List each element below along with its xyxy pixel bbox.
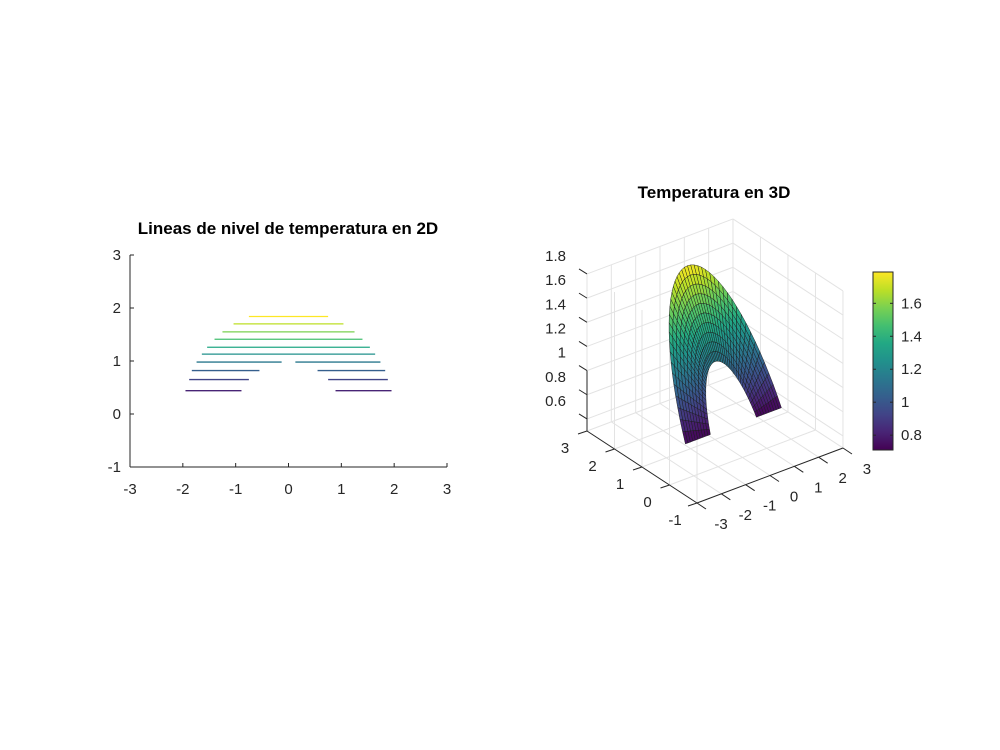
grid-line	[732, 291, 844, 364]
contour-lines	[185, 315, 392, 392]
colorbar-tick-label: 1	[901, 394, 909, 411]
grid-line	[586, 242, 734, 299]
surface-patch	[774, 395, 782, 409]
grid-line	[641, 411, 789, 468]
grid-line	[586, 363, 734, 420]
z-tick-mark	[578, 341, 588, 347]
grid-line	[732, 242, 844, 316]
z-tick-label: 1.8	[545, 248, 566, 265]
z-tick-label: 1	[558, 345, 566, 362]
y-tick-label: 3	[113, 247, 121, 264]
x-tick-label: -1	[229, 481, 242, 498]
y-tick-label: 2	[113, 300, 121, 317]
x-tick-mark-3d	[818, 456, 828, 464]
y-tick-mark-3d	[577, 430, 588, 435]
y-tick-label: 1	[113, 353, 121, 370]
contour-plot-title: Lineas de nivel de temperatura en 2D	[138, 219, 438, 238]
colorbar-gradient	[872, 271, 894, 451]
y-tick-mark-3d	[687, 502, 698, 507]
z-tick-label: 0.6	[545, 393, 566, 410]
surface-plot-title: Temperatura en 3D	[638, 183, 791, 202]
colorbar-tick-label: 1.2	[901, 361, 922, 378]
z-tick-label: 1.2	[545, 320, 566, 337]
contour-axes	[129, 255, 447, 468]
surface-plot-3d: Temperatura en 3D 0.6 0.8 1 1.2 1.4 1.6 1.8 -1 0…	[545, 183, 871, 533]
x-tick-label: 1	[337, 481, 345, 498]
z-tick-label: 0.8	[545, 369, 566, 386]
grid-line	[586, 218, 734, 275]
x-tick-label-3d: -3	[714, 516, 727, 533]
colorbar-tick-label: 1.6	[901, 295, 922, 312]
x-tick-label: 3	[443, 481, 451, 498]
colorbar-tick-label: 1.4	[901, 328, 922, 345]
x-tick-label-3d: -2	[739, 507, 752, 524]
z-tick-label: 1.6	[545, 272, 566, 289]
grid-line	[732, 218, 844, 292]
colorbar-ticks: 0.8 1 1.2 1.4 1.6	[873, 295, 922, 444]
x-tick-label-3d: 3	[863, 461, 871, 478]
surface-patch	[706, 429, 711, 436]
z-tick-mark	[578, 413, 588, 420]
surface-mesh	[668, 264, 782, 445]
grid-line	[732, 266, 844, 340]
grid-line	[732, 315, 844, 388]
y-tick-label: -1	[108, 459, 121, 476]
surface-axes	[586, 370, 844, 504]
z-tick-mark	[578, 316, 588, 323]
y-tick-mark-3d	[632, 466, 643, 471]
grid-line	[669, 429, 816, 486]
x-tick-mark-3d	[696, 502, 707, 510]
colorbar: 0.8 1 1.2 1.4 1.6	[872, 271, 922, 451]
y-tick-mark-3d	[660, 484, 670, 489]
x-tick-label-3d: -1	[763, 498, 776, 515]
contour-x-ticks: -3 -2 -1 0 1 2 3	[123, 463, 451, 498]
x-tick-mark-3d	[842, 447, 853, 455]
y-tick-label-3d: 0	[643, 494, 651, 511]
x-tick-mark-3d	[769, 475, 780, 482]
x-tick-label: -2	[176, 481, 189, 498]
y-tick-label-3d: 2	[588, 458, 596, 475]
x-tick-label: 2	[390, 481, 398, 498]
y-tick-label-3d: 1	[616, 476, 624, 493]
z-tick-mark	[578, 365, 588, 372]
x-tick-label-3d: 1	[814, 479, 822, 496]
y-tick-label-3d: 3	[561, 440, 569, 457]
contour-y-ticks: -1 0 1 2 3	[108, 247, 134, 476]
x-tick-label: 0	[284, 481, 292, 498]
y-tick-label-3d: -1	[668, 512, 681, 529]
z-tick-label: 1.4	[545, 296, 566, 313]
x-tick-label-3d: 2	[838, 470, 846, 487]
z-tick-mark	[578, 268, 588, 275]
x-tick-label-3d: 0	[790, 488, 798, 505]
x-tick-label: -3	[123, 481, 136, 498]
z-tick-mark	[578, 292, 588, 299]
x-tick-mark-3d	[721, 493, 731, 501]
y-tick-mark-3d	[605, 448, 615, 453]
x-tick-mark-3d	[794, 465, 804, 473]
contour-plot-2d: Lineas de nivel de temperatura en 2D -3-…	[108, 219, 452, 498]
x-tick-mark-3d	[745, 484, 755, 492]
y-tick-label: 0	[113, 406, 121, 423]
z-tick-mark	[578, 389, 588, 396]
colorbar-tick-label: 0.8	[901, 427, 922, 444]
